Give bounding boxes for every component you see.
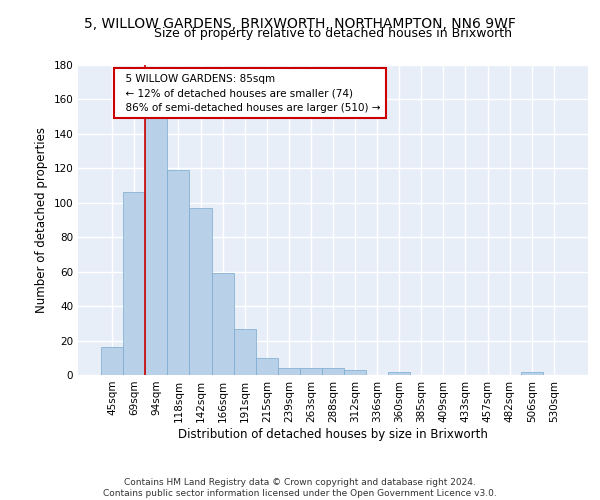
Bar — [300, 368, 322, 375]
Bar — [190, 208, 212, 375]
Bar — [233, 328, 256, 375]
Bar — [167, 170, 190, 375]
Bar — [145, 118, 167, 375]
Y-axis label: Number of detached properties: Number of detached properties — [35, 127, 48, 313]
Bar — [344, 370, 366, 375]
X-axis label: Distribution of detached houses by size in Brixworth: Distribution of detached houses by size … — [178, 428, 488, 440]
Bar — [388, 372, 410, 375]
Text: 5 WILLOW GARDENS: 85sqm
  ← 12% of detached houses are smaller (74)
  86% of sem: 5 WILLOW GARDENS: 85sqm ← 12% of detache… — [119, 74, 380, 113]
Text: Contains HM Land Registry data © Crown copyright and database right 2024.
Contai: Contains HM Land Registry data © Crown c… — [103, 478, 497, 498]
Bar — [521, 372, 543, 375]
Bar — [123, 192, 145, 375]
Title: Size of property relative to detached houses in Brixworth: Size of property relative to detached ho… — [154, 27, 512, 40]
Bar — [101, 348, 123, 375]
Bar — [322, 368, 344, 375]
Bar — [212, 274, 233, 375]
Text: 5, WILLOW GARDENS, BRIXWORTH, NORTHAMPTON, NN6 9WF: 5, WILLOW GARDENS, BRIXWORTH, NORTHAMPTO… — [84, 18, 516, 32]
Bar — [278, 368, 300, 375]
Bar — [256, 358, 278, 375]
